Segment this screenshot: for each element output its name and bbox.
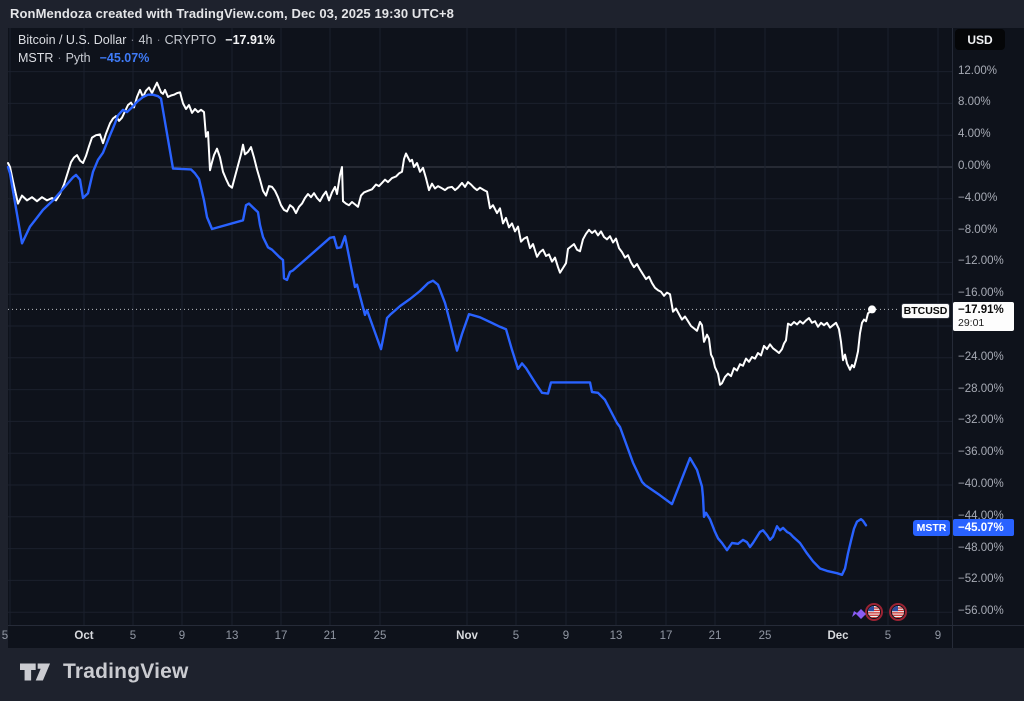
time-axis-border [8, 625, 1024, 626]
btc-series-label-pill: BTCUSD [901, 303, 950, 319]
time-tick-label: 21 [323, 630, 337, 642]
price-tick-label: 8.00% [958, 96, 991, 109]
price-tick-label: −32.00% [958, 414, 1004, 427]
btc-change-value: −17.91% [225, 33, 275, 47]
time-scale[interactable]: 5 Oct 5 9 13 17 21 25 Nov 5 9 13 17 21 25 Dec 5 9 [2, 626, 1024, 648]
mstr-provider: Pyth [65, 51, 91, 65]
legend-row-mstr[interactable]: MSTR · Pyth −45.07% [18, 51, 275, 69]
btcusd-series-line[interactable] [7, 81, 873, 386]
grid [8, 28, 952, 625]
time-tick-label: 9 [934, 630, 942, 642]
price-tick-label: −8.00% [958, 223, 998, 236]
time-tick-label: 17 [274, 630, 288, 642]
price-tick-label: 12.00% [958, 64, 998, 77]
time-tick-label: 9 [562, 630, 570, 642]
time-tick-label: 21 [708, 630, 722, 642]
legend-row-btc[interactable]: Bitcoin / U.S. Dollar · 4h · CRYPTO −17.91% [18, 33, 275, 51]
time-tick-label: 25 [758, 630, 772, 642]
mstr-change-value: −45.07% [99, 51, 150, 65]
legend-separator: · [57, 51, 62, 65]
price-tick-label: −28.00% [958, 382, 1004, 395]
price-tick-label: −4.00% [958, 191, 998, 204]
time-tick-label: 5 [884, 630, 892, 642]
footer-bar: TradingView [0, 648, 1024, 701]
time-tick-label: 17 [659, 630, 673, 642]
time-tick-label: 13 [609, 630, 623, 642]
price-tick-label: −24.00% [958, 350, 1004, 363]
mstr-series-label-pill: MSTR [913, 520, 950, 536]
time-tick-label: 5 [1, 630, 9, 642]
time-tick-label: Nov [456, 630, 478, 642]
time-tick-label: 5 [129, 630, 137, 642]
time-tick-label: 25 [373, 630, 387, 642]
time-tick-label: 9 [178, 630, 186, 642]
btc-interval: 4h [138, 33, 153, 47]
price-tick-label: −52.00% [958, 573, 1004, 586]
mstr-price-axis-box: −45.07% [953, 519, 1014, 536]
price-tick-label: −40.00% [958, 478, 1004, 490]
price-tick-label: 4.00% [958, 128, 991, 141]
price-tick-label: −36.00% [958, 446, 1004, 459]
price-tick-label: −16.00% [958, 287, 1004, 300]
price-tick-label: −48.00% [958, 541, 1004, 554]
us-economic-event-flag-icon[interactable] [865, 603, 883, 621]
tradingview-logo[interactable]: TradingView [20, 659, 189, 685]
us-economic-event-flag-icon[interactable] [889, 603, 907, 621]
mstr-last-value: −45.07% [958, 521, 1004, 534]
btc-last-point-dot [868, 305, 876, 314]
legend: Bitcoin / U.S. Dollar · 4h · CRYPTO −17.91% M… [18, 33, 275, 69]
watermark-text: RonMendoza created with TradingView.com,… [10, 6, 454, 21]
watermark-strip: RonMendoza created with TradingView.com,… [0, 0, 1024, 28]
btc-bar-countdown: 29:01 [958, 317, 985, 329]
price-tick-label: −12.00% [958, 255, 1004, 268]
time-tick-label: 5 [512, 630, 520, 642]
legend-separator: · [130, 33, 135, 47]
btc-last-value: −17.91% [958, 304, 1004, 316]
legend-separator: · [156, 33, 161, 47]
price-tick-label: −44.00% [958, 509, 1004, 522]
price-tick-label: 0.00% [958, 160, 991, 172]
tradingview-logo-icon [20, 663, 51, 681]
price-axis-border [952, 28, 953, 648]
time-tick-label: 13 [225, 630, 239, 642]
time-tick-label: Dec [827, 630, 849, 642]
mstr-series-line[interactable] [6, 93, 868, 576]
btc-exchange: CRYPTO [164, 33, 217, 47]
btc-price-axis-box: −17.91% 29:01 [953, 302, 1014, 331]
price-tick-label: −56.00% [958, 605, 1004, 618]
mstr-symbol-title: MSTR [18, 51, 54, 65]
event-diamond-marker[interactable] [852, 609, 866, 619]
time-tick-label: Oct [74, 630, 94, 642]
tradingview-logo-text: TradingView [63, 660, 189, 683]
currency-toggle-button[interactable]: USD [955, 29, 1005, 50]
btc-symbol-title: Bitcoin / U.S. Dollar [18, 33, 127, 47]
